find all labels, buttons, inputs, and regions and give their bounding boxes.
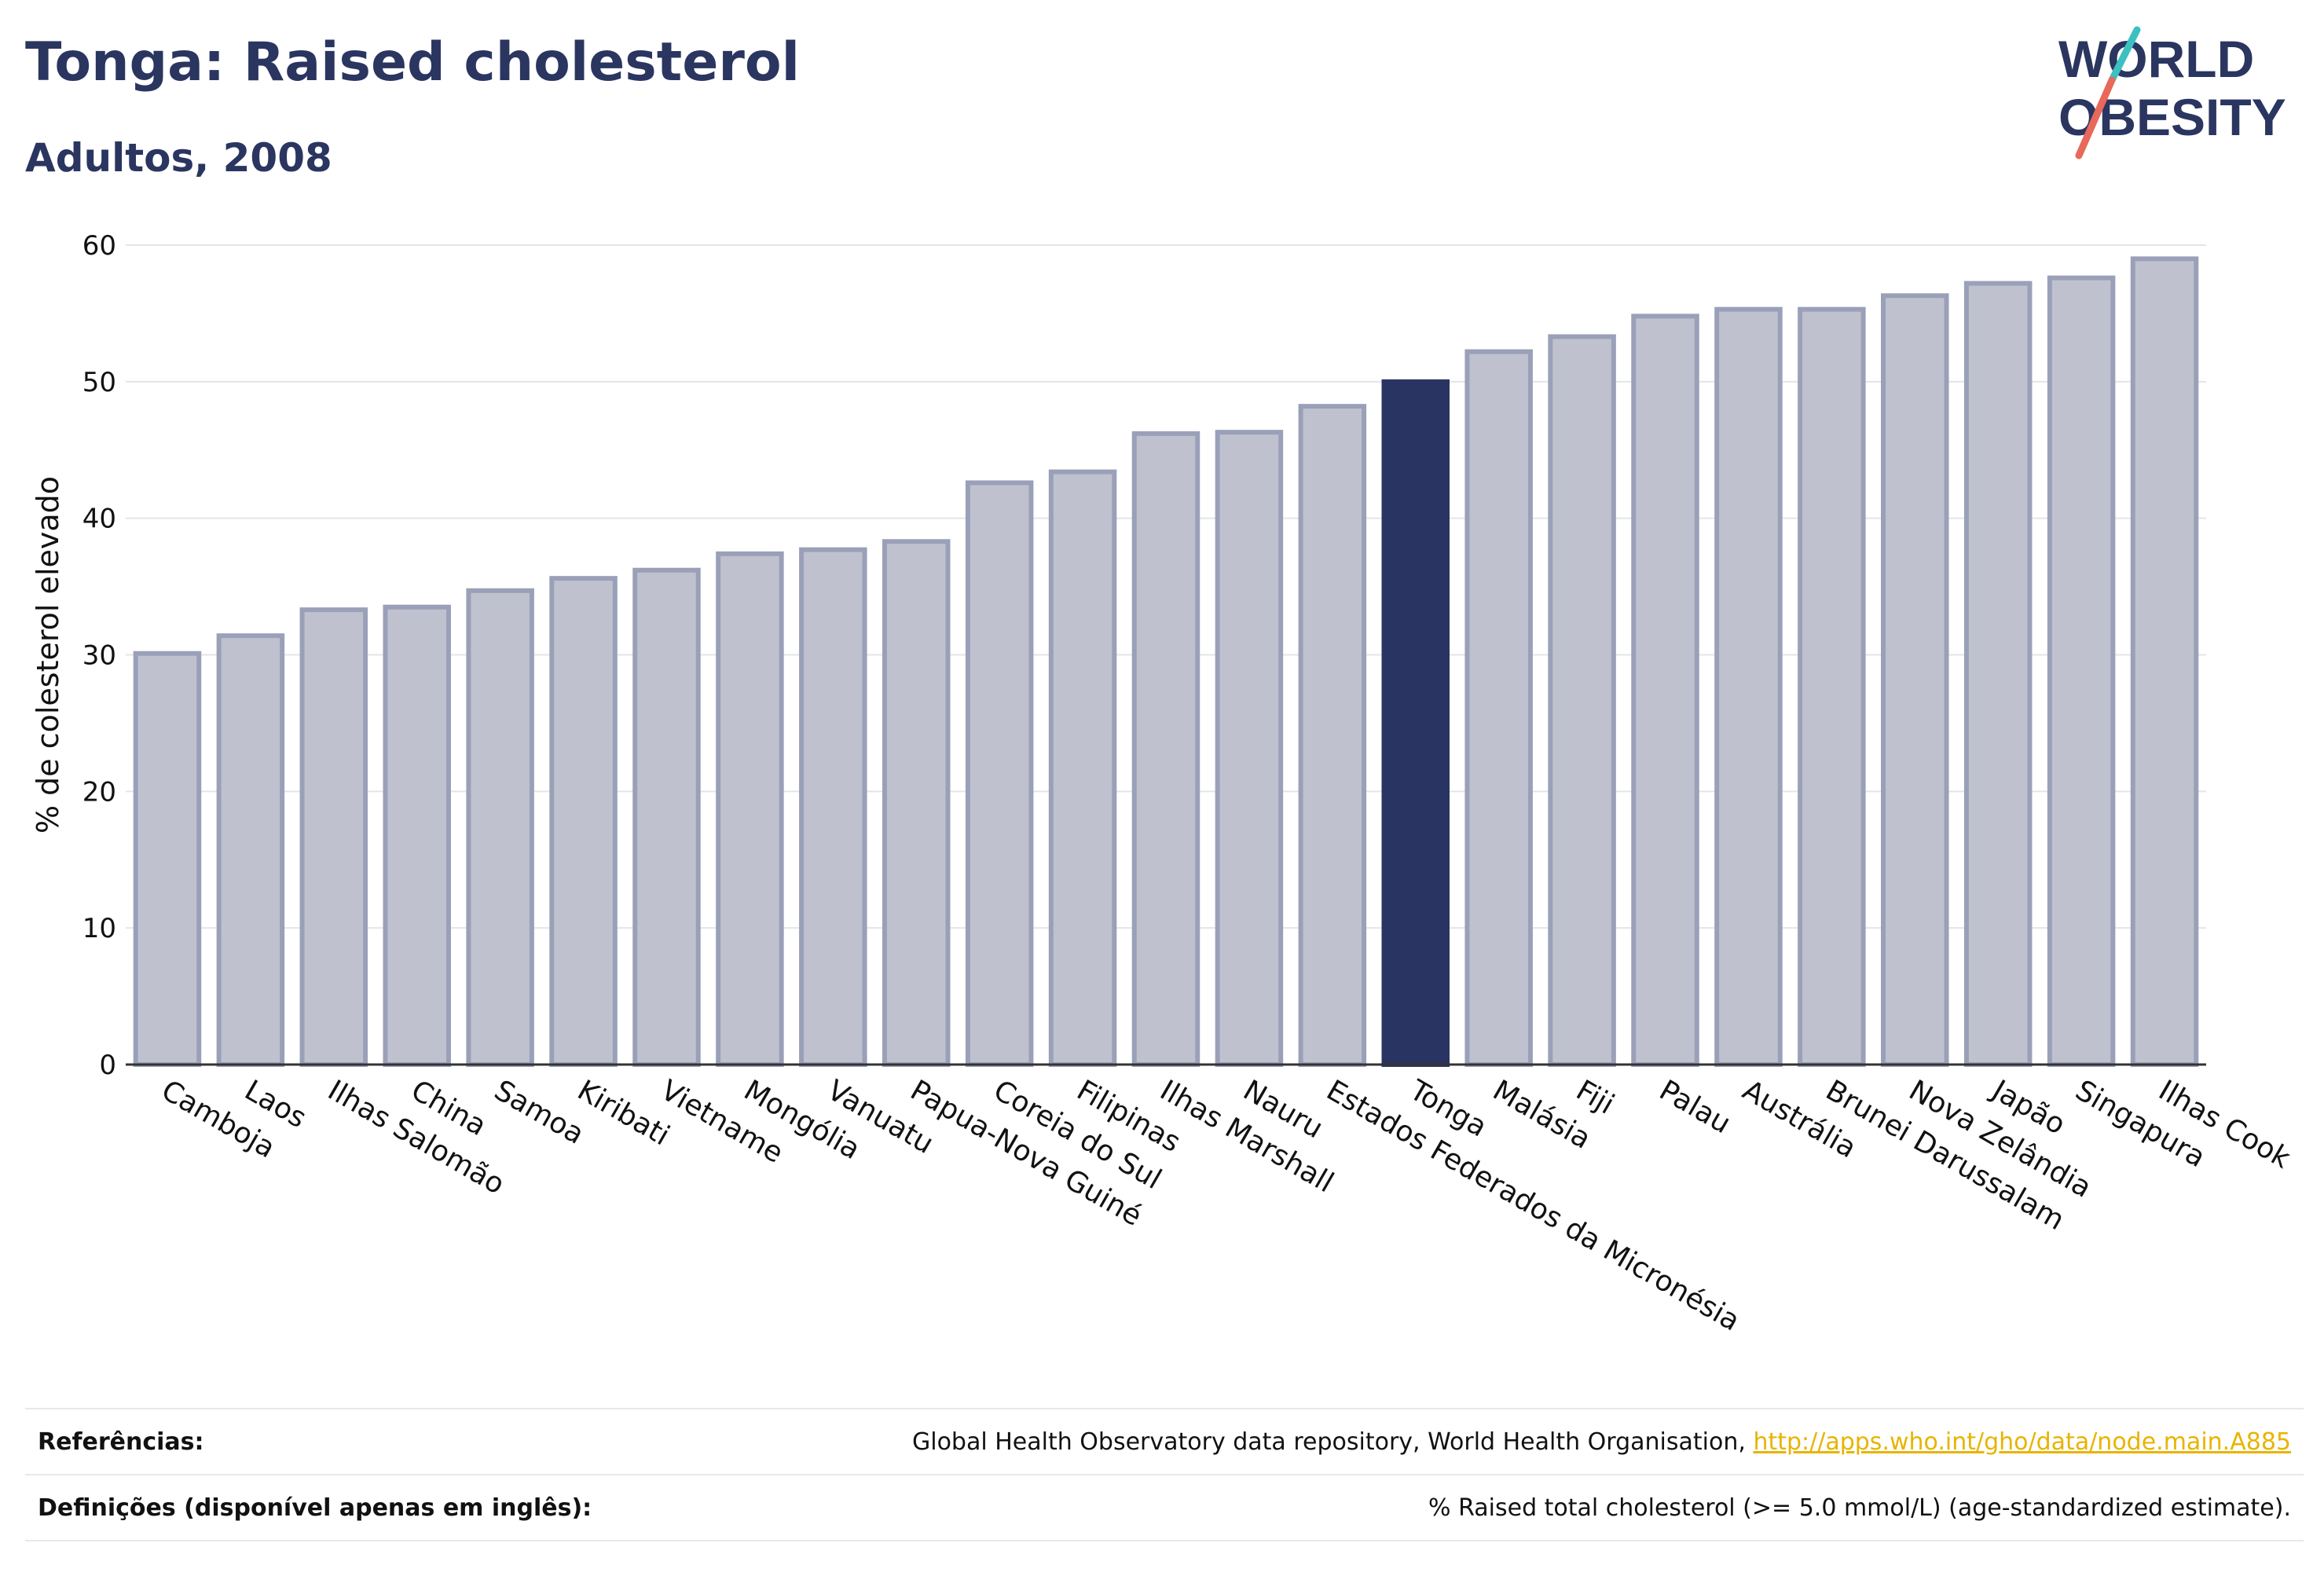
x-tick-label: Palau: [1654, 1074, 1736, 1140]
x-tick-label: Kiribati: [572, 1074, 675, 1152]
bar-ilhas-cook: [2130, 256, 2199, 1068]
definitions-text: % Raised total cholesterol (>= 5.0 mmol/…: [1428, 1494, 2291, 1522]
references-row: Referências: Global Health Observatory d…: [25, 1408, 2304, 1474]
bar-austr-lia: [1714, 306, 1783, 1067]
bar-ilhas-marshall: [1131, 431, 1200, 1067]
bar-palau: [1631, 313, 1699, 1068]
logo-line1: WORLD: [2058, 30, 2254, 88]
y-tick-label: 0: [99, 1050, 116, 1081]
bar-filipinas: [1048, 469, 1117, 1067]
bar-jap-o: [1963, 280, 2033, 1067]
logo-accent-teal: [2108, 26, 2141, 84]
bar-tonga: [1381, 379, 1450, 1068]
definitions-label: Definições (disponível apenas em inglês)…: [38, 1494, 592, 1522]
bar-vanuatu: [799, 547, 867, 1067]
bar-fiji: [1548, 334, 1616, 1067]
x-tick-label: Samoa: [489, 1074, 589, 1151]
bar-coreia-do-sul: [965, 480, 1034, 1067]
bar-nauru: [1215, 430, 1284, 1067]
y-tick-label: 30: [82, 640, 116, 672]
bar-china: [383, 604, 451, 1067]
bar-nova-zel-ndia: [1881, 293, 1949, 1067]
bar-estados-federados-da-micron-sia: [1298, 404, 1367, 1067]
y-tick-label: 40: [82, 504, 116, 535]
references-text: Global Health Observatory data repositor…: [912, 1428, 1746, 1456]
definitions-row: Definições (disponível apenas em inglês)…: [25, 1474, 2304, 1541]
bar-vietname: [632, 567, 701, 1067]
references-link[interactable]: http://apps.who.int/gho/data/node.main.A…: [1753, 1428, 2291, 1456]
bar-samoa: [466, 588, 534, 1067]
footer: Referências: Global Health Observatory d…: [25, 1408, 2304, 1541]
references-label: Referências:: [38, 1428, 204, 1456]
bar-kiribati: [549, 576, 618, 1067]
bar-mong-lia: [716, 551, 784, 1067]
bar-ilhas-salom-o: [299, 607, 368, 1067]
bar-mal-sia: [1464, 349, 1533, 1067]
bar-laos: [216, 633, 285, 1067]
bar-papua-nova-guin-: [882, 539, 951, 1067]
y-tick-label: 60: [82, 230, 116, 262]
references-value: Global Health Observatory data repositor…: [912, 1428, 2304, 1456]
chart-subtitle: Adultos, 2008: [25, 135, 332, 181]
bar-singapura: [2047, 275, 2116, 1068]
bar-camboja: [133, 651, 202, 1067]
bar-brunei-darussalam: [1798, 306, 1866, 1067]
logo-accent-coral: [2075, 76, 2116, 159]
y-tick-label: 50: [82, 367, 116, 398]
y-axis-label: % de colesterol elevado: [31, 476, 65, 834]
x-tick-label: Fiji: [1571, 1074, 1619, 1121]
world-obesity-logo: WORLD OBESITY: [2035, 24, 2318, 165]
y-tick-label: 10: [82, 913, 116, 944]
y-tick-label: 20: [82, 776, 116, 808]
chart-title: Tonga: Raised cholesterol: [25, 31, 800, 93]
